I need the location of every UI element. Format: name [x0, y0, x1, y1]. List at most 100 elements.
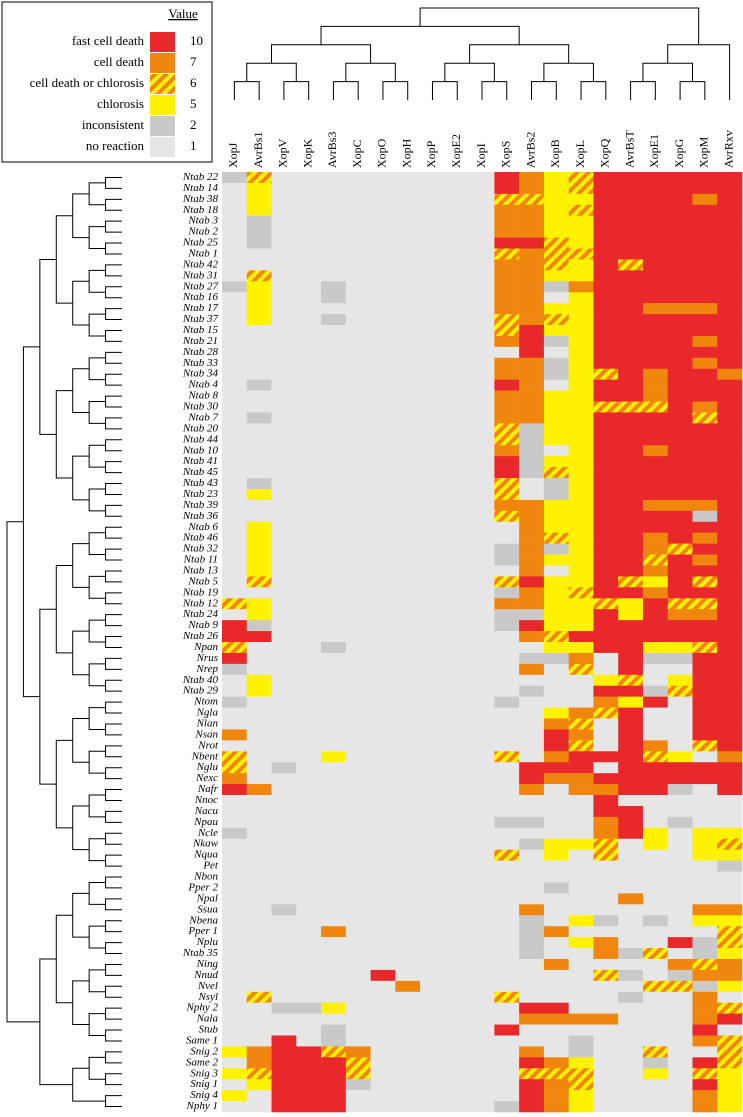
heat-cell [692, 532, 718, 544]
column-label: XopM [697, 136, 711, 168]
heat-cell [370, 609, 396, 621]
heat-cell [271, 1002, 297, 1014]
column-label: AvrBs1 [251, 132, 265, 168]
heat-cell [296, 281, 322, 293]
heat-cell [618, 510, 644, 523]
heat-cell [618, 335, 644, 348]
heat-cell [593, 609, 619, 621]
heat-cell [444, 609, 470, 621]
heat-cell [618, 182, 644, 195]
row-label: Ntab 43 [182, 477, 219, 489]
column-label: AvrBs2 [523, 132, 537, 168]
heat-cell [444, 215, 470, 227]
heat-cell [222, 773, 248, 785]
heat-cell [519, 499, 545, 512]
heat-cell [568, 248, 594, 260]
heat-cell [568, 412, 594, 424]
heat-cell [543, 346, 569, 359]
heat-cell [370, 1057, 396, 1069]
heat-cell [246, 368, 272, 380]
heat-cell [296, 1101, 322, 1113]
heat-cell [618, 642, 644, 654]
heat-cell [642, 172, 669, 184]
heat-cell [370, 346, 396, 359]
heat-cell [420, 204, 446, 217]
heat-cell [321, 401, 347, 413]
heat-cell [296, 598, 322, 610]
heat-cell [519, 707, 545, 719]
dendrogram-branch [543, 62, 594, 82]
heat-cell [494, 554, 520, 566]
heat-cell [420, 576, 446, 588]
heat-cell [296, 368, 322, 380]
heat-cell [618, 521, 644, 533]
heat-cell [395, 969, 421, 982]
heat-cell [420, 510, 446, 523]
heat-cell [444, 434, 470, 446]
heat-cell [420, 751, 446, 763]
heat-cell [469, 816, 495, 829]
heat-cell [370, 860, 396, 872]
heat-cell [494, 172, 520, 184]
heat-cell [642, 434, 669, 446]
legend-value: 10 [190, 33, 203, 48]
heat-cell [420, 849, 446, 861]
dendrogram-branch [332, 81, 359, 100]
heat-cell [667, 346, 693, 359]
heat-cell [370, 915, 396, 927]
heat-cell [370, 226, 396, 238]
heat-cell [321, 510, 347, 523]
heat-cell [494, 740, 520, 752]
row-dendrogram [6, 176, 122, 1108]
heat-cell [246, 652, 272, 665]
dendrogram-branch [72, 280, 90, 326]
heat-cell [345, 937, 371, 949]
heat-cell [395, 445, 421, 457]
heat-cell [618, 1046, 644, 1058]
heat-cell [444, 467, 470, 479]
heat-cell [593, 193, 619, 206]
heat-cell [667, 554, 693, 566]
heat-cell [667, 1035, 693, 1047]
heat-cell [667, 259, 693, 271]
dendrogram-branch [105, 526, 122, 539]
heat-cell [444, 368, 470, 380]
heat-cell [444, 445, 470, 457]
heat-cell [494, 663, 520, 676]
column-label: XopI [474, 143, 488, 168]
heat-cell [246, 805, 272, 818]
heat-cell [444, 303, 470, 315]
heat-cell [568, 1079, 594, 1091]
heat-cell [494, 510, 520, 523]
heat-cell [271, 609, 297, 621]
heat-cell [321, 1002, 347, 1014]
heat-cell [717, 652, 743, 665]
heat-cell [271, 838, 297, 850]
heat-cell [593, 1002, 619, 1014]
dendrogram-branch [233, 81, 260, 100]
row-label: Ntab 28 [182, 346, 219, 358]
heat-cell [618, 926, 644, 938]
heat-cell [642, 904, 669, 916]
heat-cell [593, 587, 619, 599]
heat-cell [568, 1024, 594, 1036]
heat-cell [519, 379, 545, 391]
heat-cell [543, 237, 569, 249]
heat-cell [519, 357, 545, 370]
heat-cell [246, 1035, 272, 1047]
heat-cell [345, 423, 371, 435]
dendrogram-branch [88, 663, 106, 687]
heat-cell [692, 652, 718, 665]
heat-cell [271, 325, 297, 337]
heat-cell [593, 926, 619, 938]
heat-cell [469, 882, 495, 894]
heat-cell [494, 379, 520, 391]
heat-cell [246, 488, 272, 501]
heat-cell [444, 642, 470, 654]
heat-cell [420, 860, 446, 872]
heat-cell [321, 773, 347, 785]
heat-cell [321, 1068, 347, 1080]
heat-cell [593, 270, 619, 282]
heat-cell [593, 314, 619, 326]
heat-cell [692, 325, 718, 337]
